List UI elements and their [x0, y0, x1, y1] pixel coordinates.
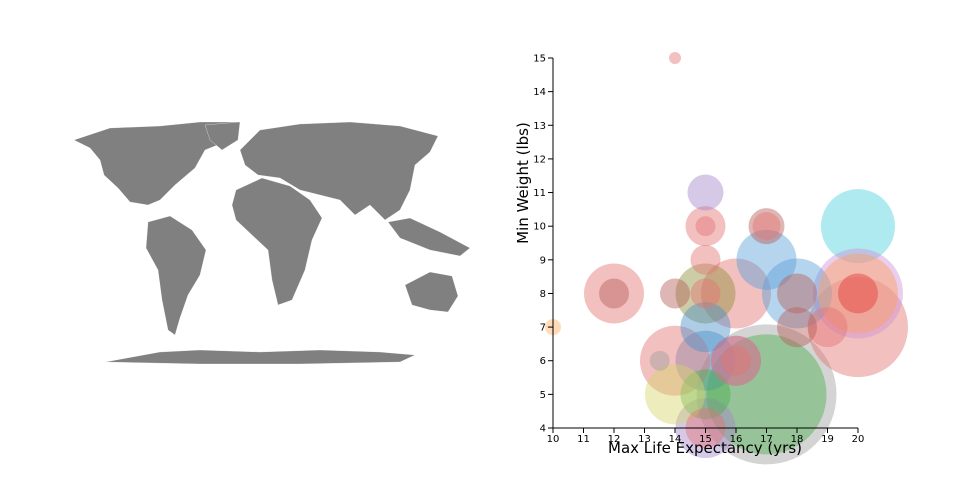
bubble	[711, 335, 761, 386]
bubble	[777, 307, 817, 348]
bubble	[701, 258, 771, 329]
x-axis-label: Max Life Expectancy (yrs)	[608, 439, 802, 457]
antarctica	[104, 349, 416, 365]
bubble	[660, 278, 690, 309]
bubble	[695, 216, 716, 237]
y-tick-label: 11	[533, 188, 546, 199]
bubble	[752, 212, 781, 241]
bubble	[584, 263, 644, 324]
y-tick-label: 9	[540, 255, 546, 266]
south-america	[145, 215, 207, 336]
x-tick-label: 20	[852, 434, 865, 445]
bubble	[649, 350, 670, 371]
y-tick-label: 14	[533, 87, 546, 98]
bubble	[599, 278, 629, 309]
world-map	[73, 121, 471, 365]
bubble	[807, 307, 848, 348]
southeast-asia	[387, 217, 471, 257]
y-tick-label: 7	[540, 323, 546, 334]
eurasia	[239, 121, 439, 221]
greenland	[204, 121, 241, 151]
x-tick-label: 15	[699, 434, 712, 445]
bubble	[777, 273, 817, 314]
bubble	[838, 273, 878, 314]
bubble	[675, 330, 736, 391]
y-tick-label: 8	[540, 289, 546, 300]
bubble	[706, 334, 827, 455]
bubble	[813, 248, 903, 339]
x-tick-label: 18	[791, 434, 804, 445]
bubble	[645, 364, 705, 425]
australia	[404, 271, 459, 313]
y-tick-label: 12	[533, 154, 546, 165]
y-tick-label: 4	[540, 424, 546, 435]
bubble	[711, 335, 761, 386]
x-tick-label: 13	[638, 434, 651, 445]
bubble	[680, 369, 731, 420]
x-tick-label: 12	[608, 434, 621, 445]
bubble	[721, 345, 751, 376]
y-tick-label: 10	[533, 222, 546, 233]
y-tick-label: 13	[533, 121, 546, 132]
africa	[231, 177, 323, 306]
y-tick-label: 5	[540, 390, 546, 401]
bubble	[640, 325, 710, 396]
bubble	[685, 206, 726, 247]
y-axis-label: Min Weight (lbs)	[514, 122, 532, 244]
bubble	[675, 263, 736, 324]
bubble	[762, 258, 832, 329]
y-tick-label: 15	[533, 54, 546, 65]
x-tick-label: 16	[730, 434, 743, 445]
x-tick-label: 11	[577, 434, 590, 445]
bubble	[748, 208, 785, 245]
bubble	[818, 253, 898, 334]
bubble	[696, 324, 837, 465]
bubble	[690, 244, 721, 275]
bubble	[690, 278, 721, 309]
bubble-chart: Min Weight (lbs) 4 5 6 7 8 9 10 11 12 13 14 15 10 11 1…	[514, 52, 908, 465]
bubble	[808, 277, 908, 378]
x-tick-label: 10	[547, 434, 560, 445]
y-tick-label: 6	[540, 356, 546, 367]
bubble	[821, 189, 895, 264]
x-tick-label: 17	[760, 434, 773, 445]
bubble	[736, 229, 797, 290]
x-tick-label: 19	[821, 434, 834, 445]
bubble	[680, 302, 731, 353]
bubble	[669, 52, 681, 64]
north-america	[73, 121, 241, 206]
bubble	[687, 174, 724, 211]
x-tick-label: 14	[669, 434, 682, 445]
